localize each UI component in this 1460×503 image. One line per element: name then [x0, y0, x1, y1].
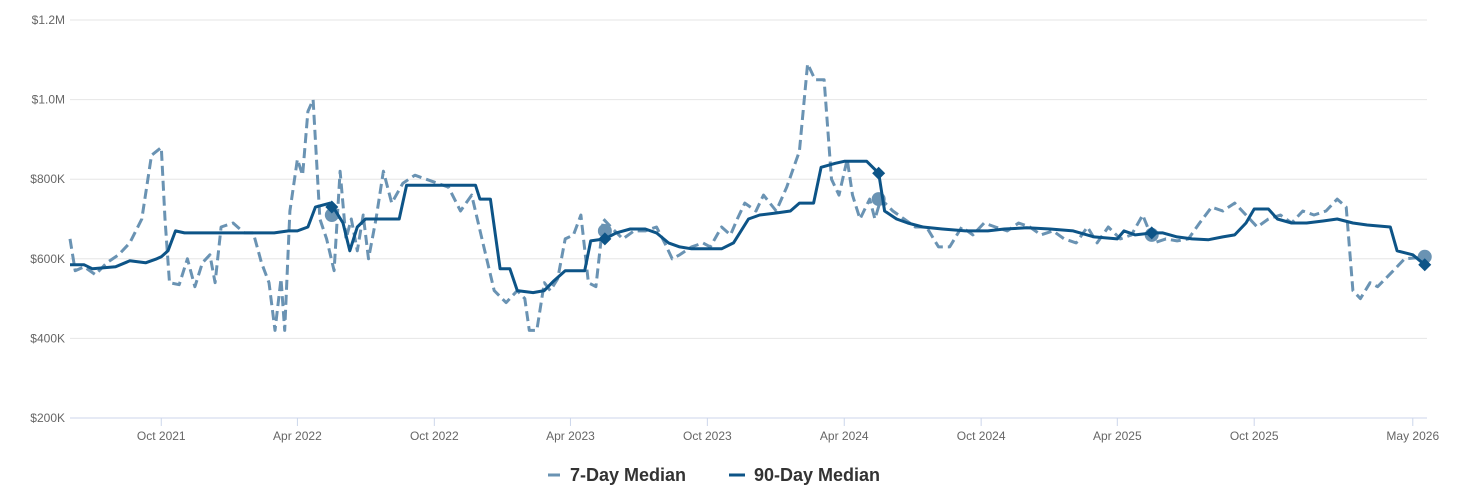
- series-layer: [68, 62, 1432, 332]
- point-90-day-median-4[interactable]: [1418, 258, 1432, 272]
- y-tick-label: $400K: [30, 331, 65, 345]
- x-tick-label: May 2026: [1386, 429, 1439, 443]
- x-tick-label: Oct 2025: [1230, 429, 1279, 443]
- point-90-day-median-1[interactable]: [598, 232, 612, 246]
- series-7-day-median: [68, 62, 1432, 332]
- point-90-day-median-3[interactable]: [1145, 226, 1159, 240]
- x-tick-label: Apr 2023: [546, 429, 595, 443]
- x-tick-label: Oct 2021: [137, 429, 186, 443]
- legend: 7-Day Median 90-Day Median: [548, 465, 880, 485]
- y-tick-label: $800K: [30, 172, 65, 186]
- series-90-day-median: [70, 159, 1432, 295]
- legend-label-90-day-median: 90-Day Median: [754, 465, 880, 485]
- legend-item-7-day-median[interactable]: 7-Day Median: [548, 465, 686, 485]
- x-axis: Oct 2021 Apr 2022 Oct 2022 Apr 2023 Oct 2023…: [137, 418, 1439, 443]
- gridlines: [70, 19, 1427, 419]
- point-90-day-median-2[interactable]: [872, 166, 886, 180]
- y-tick-label: $600K: [30, 252, 65, 266]
- legend-label-7-day-median: 7-Day Median: [570, 465, 686, 485]
- legend-item-90-day-median[interactable]: 90-Day Median: [729, 465, 880, 485]
- series-line-90-day-median[interactable]: [70, 159, 1426, 295]
- x-tick-label: Oct 2022: [410, 429, 459, 443]
- y-axis: $200K $400K $600K $800K $1.0M $1.2M: [30, 13, 65, 425]
- y-tick-label: $200K: [30, 411, 65, 425]
- y-tick-label: $1.2M: [32, 13, 65, 27]
- x-tick-label: Apr 2024: [820, 429, 869, 443]
- x-tick-label: Oct 2023: [683, 429, 732, 443]
- series-line-7-day-median[interactable]: [68, 62, 1428, 332]
- x-tick-label: Oct 2024: [957, 429, 1006, 443]
- point-7-day-median-1[interactable]: [597, 223, 612, 238]
- point-90-day-median-0[interactable]: [325, 200, 339, 214]
- x-tick-label: Apr 2022: [273, 429, 322, 443]
- y-tick-label: $1.0M: [32, 93, 65, 107]
- x-tick-label: Apr 2025: [1093, 429, 1142, 443]
